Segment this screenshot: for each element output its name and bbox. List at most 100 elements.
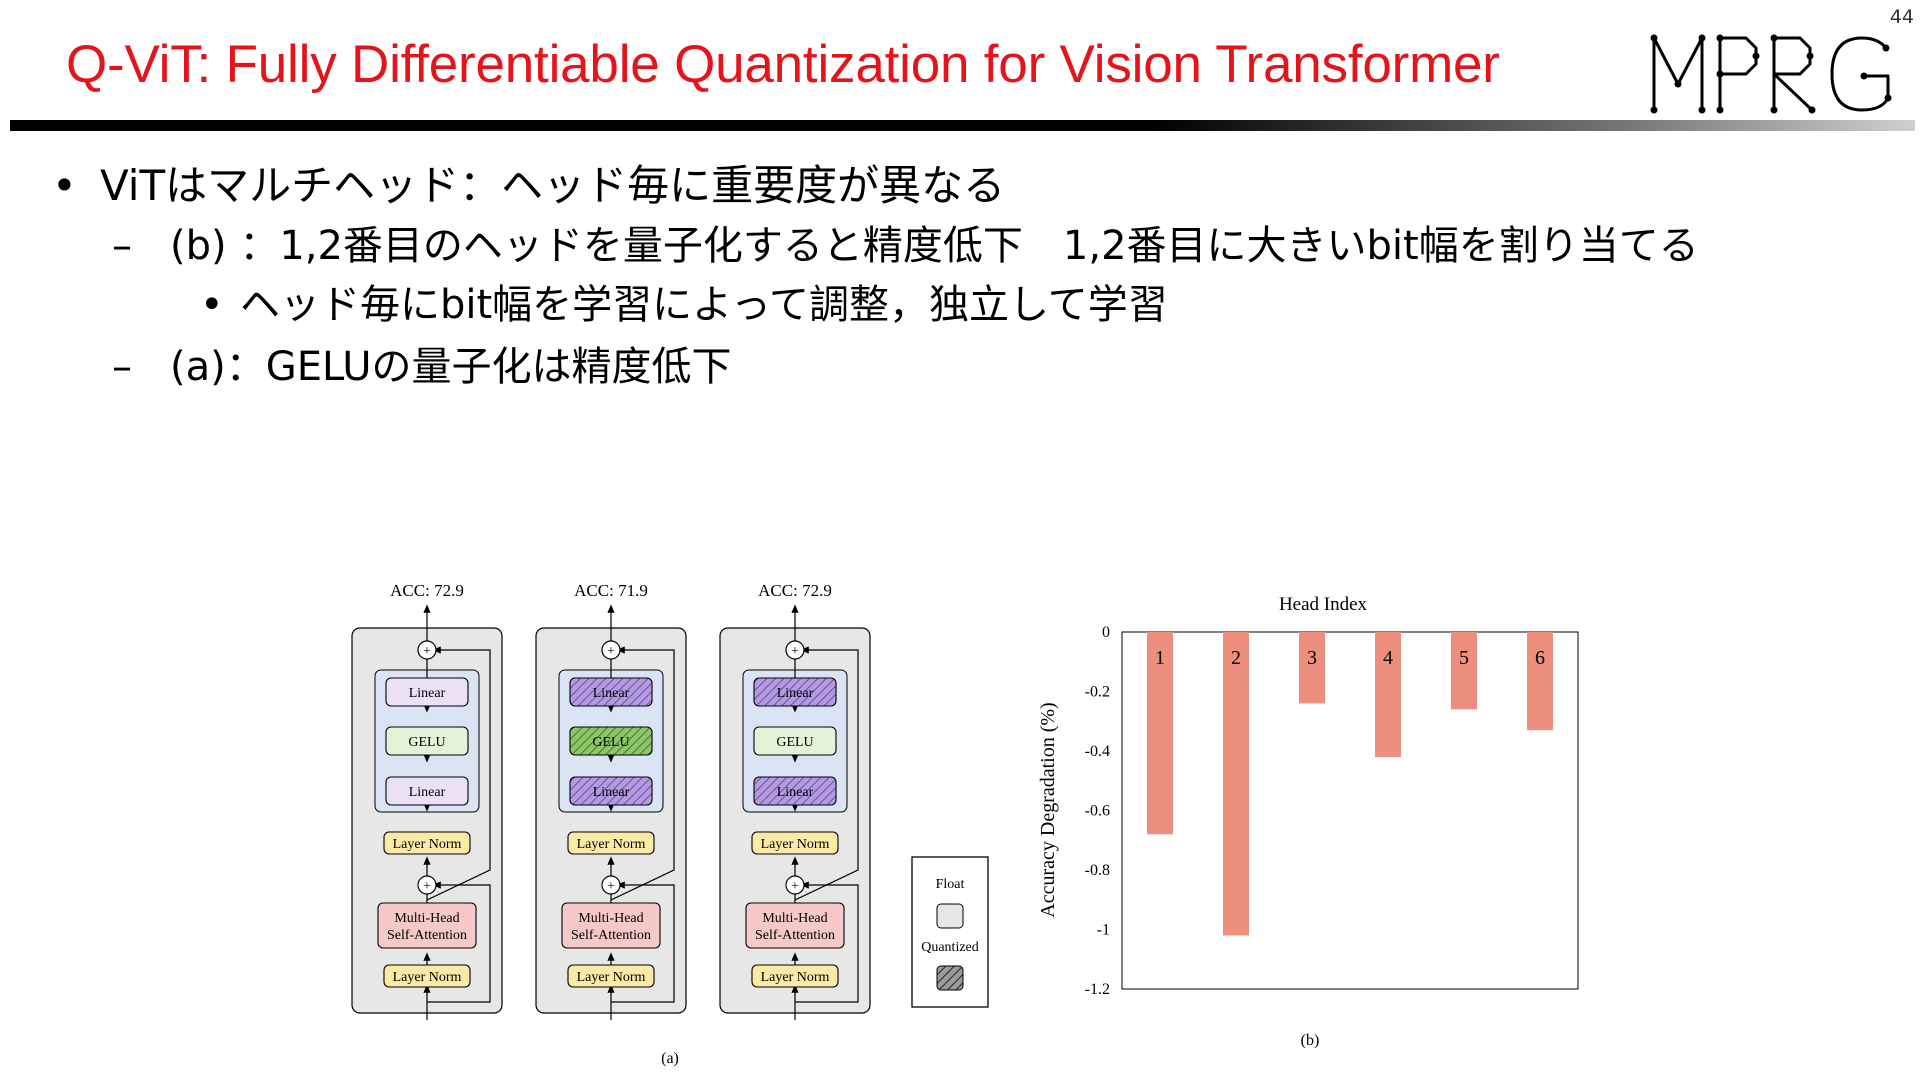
legend-float-swatch <box>936 903 964 929</box>
linear-bottom-box <box>385 776 469 806</box>
y-tick-label: 0 <box>1102 624 1110 641</box>
bar <box>1299 632 1325 704</box>
layer-norm-top-box <box>567 831 655 855</box>
figure-a-diagram: ACC: 72.9 + + Linear GELU Linear Layer Norm Mul… <box>351 581 989 1067</box>
y-tick-label: -0.6 <box>1085 803 1110 820</box>
bullet-1: • ViTはマルチヘッド：ヘッド毎に重要度が異なる <box>52 152 1005 213</box>
y-tick-label: -1.2 <box>1085 981 1110 998</box>
y-axis-label: Accuracy Degradation (%) <box>1037 702 1059 917</box>
mhsa-label-1: Multi-Head <box>578 911 643 926</box>
add-symbol: + <box>423 879 431 894</box>
linear-bottom-label: Linear <box>593 785 630 800</box>
chart-title: Head Index <box>1279 594 1368 615</box>
gelu-label: GELU <box>408 735 445 750</box>
layer-norm-bottom-label: Layer Norm <box>761 970 830 985</box>
bullet-4: – (a)：GELUの量子化は精度低下 <box>112 334 732 392</box>
legend-float-label: Float <box>936 877 965 892</box>
head-index-label: 6 <box>1535 647 1545 669</box>
gelu-label: GELU <box>776 735 813 750</box>
acc-label: ACC: 72.9 <box>758 581 832 600</box>
y-tick-label: -0.8 <box>1085 862 1110 879</box>
layer-norm-top-label: Layer Norm <box>393 837 462 852</box>
residual-connection <box>611 881 675 1003</box>
head-index-label: 1 <box>1155 647 1165 669</box>
bullet-text: ViTはマルチヘッド：ヘッド毎に重要度が異なる <box>100 161 1006 210</box>
bullet-marker: • <box>200 282 224 328</box>
gelu-box <box>569 726 653 756</box>
linear-bottom-box <box>569 776 653 806</box>
mhsa-label-2: Self-Attention <box>571 928 651 943</box>
figure-a-caption: (a) <box>661 1050 679 1067</box>
slide-number: 44 <box>1889 6 1914 28</box>
bar <box>1451 632 1477 710</box>
bullet-3: • ヘッド毎にbit幅を学習によって調整，独立して学習 <box>200 272 1168 330</box>
gelu-box <box>753 726 837 756</box>
linear-bottom-box <box>753 776 837 806</box>
mhsa-box <box>377 902 477 949</box>
layer-norm-top-label: Layer Norm <box>761 837 830 852</box>
figure-b-caption: (b) <box>1301 1032 1320 1049</box>
linear-bottom-label: Linear <box>777 785 814 800</box>
title-rule <box>10 120 1915 131</box>
bar <box>1375 632 1401 757</box>
slide-title: Q-ViT: Fully Differentiable Quantization… <box>66 35 1500 94</box>
bullet-text: ヘッド毎にbit幅を学習によって調整，独立して学習 <box>240 282 1168 328</box>
add-node <box>785 875 805 895</box>
add-node <box>785 640 805 660</box>
acc-label: ACC: 72.9 <box>390 581 464 600</box>
mhsa-label-1: Multi-Head <box>762 911 827 926</box>
bar <box>1527 632 1553 731</box>
bullet-marker: • <box>52 161 77 210</box>
linear-top-box <box>569 677 653 707</box>
gelu-box <box>385 726 469 756</box>
legend-quantized-swatch <box>936 965 964 991</box>
y-tick-label: -1 <box>1097 922 1110 939</box>
add-symbol: + <box>791 879 799 894</box>
linear-top-label: Linear <box>593 686 630 701</box>
mhsa-label-1: Multi-Head <box>394 911 459 926</box>
add-symbol: + <box>607 879 615 894</box>
layer-norm-bottom-box <box>751 964 839 988</box>
transformer-block: ACC: 72.9 + + Linear GELU Linear Layer Norm Mul… <box>719 581 871 1020</box>
mhsa-label-2: Self-Attention <box>387 928 467 943</box>
linear-top-label: Linear <box>777 686 814 701</box>
gelu-label: GELU <box>592 735 629 750</box>
bullet-text: (b) ：1,2番目のヘッドを量子化すると精度低下 1,2番目に大きいbit幅を… <box>170 223 1699 269</box>
legend: Float Quantized <box>911 856 989 1008</box>
linear-top-box <box>385 677 469 707</box>
bullet-marker: – <box>112 223 132 269</box>
transformer-block: ACC: 71.9 + + Linear GELU Linear Layer Norm Mul… <box>535 581 687 1020</box>
layer-norm-top-box <box>383 831 471 855</box>
add-node <box>601 875 621 895</box>
bullet-2: – (b) ：1,2番目のヘッドを量子化すると精度低下 1,2番目に大きいbit幅… <box>112 213 1699 271</box>
bullet-marker: – <box>112 344 132 390</box>
bar <box>1147 632 1173 835</box>
mhsa-box <box>745 902 845 949</box>
add-symbol: + <box>607 644 615 659</box>
residual-connection <box>427 881 491 1003</box>
head-index-label: 5 <box>1459 647 1469 669</box>
head-index-label: 3 <box>1307 647 1317 669</box>
add-node <box>417 875 437 895</box>
transformer-block: ACC: 72.9 + + Linear GELU Linear Layer Norm Mul… <box>351 581 503 1020</box>
head-index-label: 2 <box>1231 647 1241 669</box>
acc-label: ACC: 71.9 <box>574 581 648 600</box>
layer-norm-bottom-box <box>383 964 471 988</box>
residual-connection <box>795 881 859 1003</box>
layer-norm-top-label: Layer Norm <box>577 837 646 852</box>
mprg-logo <box>1650 34 1892 114</box>
layer-norm-bottom-label: Layer Norm <box>577 970 646 985</box>
linear-top-box <box>753 677 837 707</box>
legend-quantized-label: Quantized <box>921 940 979 955</box>
add-node <box>417 640 437 660</box>
mhsa-box <box>561 902 661 949</box>
add-symbol: + <box>791 644 799 659</box>
linear-top-label: Linear <box>409 686 446 701</box>
layer-norm-bottom-label: Layer Norm <box>393 970 462 985</box>
layer-norm-bottom-box <box>567 964 655 988</box>
plot-frame <box>1121 631 1579 990</box>
layer-norm-top-box <box>751 831 839 855</box>
y-tick-label: -0.4 <box>1085 743 1110 760</box>
add-node <box>601 640 621 660</box>
add-symbol: + <box>423 644 431 659</box>
